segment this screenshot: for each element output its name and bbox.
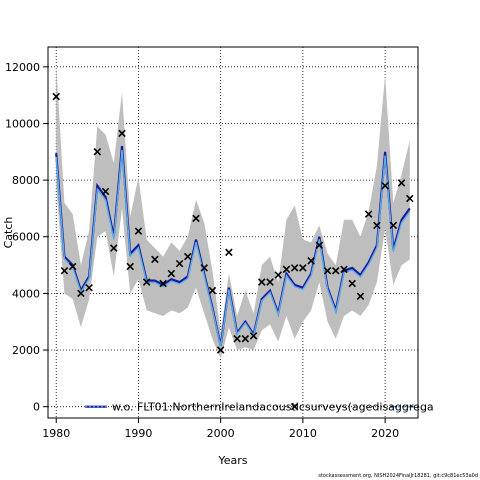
- observed-point: [200, 264, 208, 272]
- plot-frame: [47, 46, 419, 419]
- x-tick-label: 2010: [289, 427, 317, 440]
- y-tick-label: 4000: [12, 287, 40, 300]
- observed-point: [134, 227, 143, 235]
- observed-point: [167, 269, 176, 278]
- footer-credit: stockassessment.org, NISH2024FinalJr1828…: [318, 473, 478, 479]
- y-tick-label: 12000: [5, 61, 40, 74]
- observed-point: [282, 265, 291, 274]
- observed-point: [175, 259, 184, 268]
- observed-point: [118, 129, 126, 138]
- observed-point: [60, 266, 69, 275]
- observed-point: [397, 179, 406, 187]
- observed-point: [266, 278, 274, 286]
- estimate-lines: [55, 146, 411, 347]
- observed-point: [389, 221, 398, 230]
- observed-point: [364, 210, 373, 218]
- observed-point: [241, 334, 250, 343]
- observed-point: [77, 289, 85, 298]
- observed-point: [381, 182, 389, 190]
- observed-point: [52, 92, 60, 101]
- estimate-line-light: [55, 149, 411, 347]
- y-tick-label: 10000: [5, 117, 40, 130]
- observed-point: [142, 278, 151, 286]
- observed-point: [348, 279, 356, 288]
- y-axis-label: Catch: [2, 217, 15, 249]
- observed-point: [159, 279, 167, 288]
- observed-point: [299, 264, 307, 272]
- observed-points: [52, 92, 414, 354]
- observed-point: [323, 266, 332, 275]
- observed-point: [68, 262, 77, 271]
- y-tick-label: 8000: [12, 174, 40, 187]
- y-tick-label: 0: [33, 401, 40, 414]
- observed-point: [192, 214, 200, 223]
- x-axis: 1980 1990 2000 2010 2020: [42, 418, 399, 440]
- observed-point: [184, 252, 192, 261]
- y-axis: 0 2000 4000 6000 8000 10000 12000: [5, 61, 48, 414]
- x-tick-label: 1990: [124, 427, 152, 440]
- observed-point: [225, 248, 233, 257]
- observed-point: [101, 187, 110, 196]
- observed-point: [249, 332, 258, 340]
- observed-point: [373, 221, 381, 230]
- x-tick-label: 2000: [207, 427, 235, 440]
- observed-point: [126, 262, 134, 271]
- observed-point: [406, 194, 414, 203]
- observed-point: [110, 244, 118, 252]
- observed-point: [258, 278, 266, 286]
- observed-point: [274, 271, 282, 279]
- observed-point: [216, 346, 225, 354]
- observed-point: [315, 241, 324, 250]
- observed-point: [208, 286, 217, 295]
- observed-point: [233, 334, 241, 343]
- legend-marker: [290, 402, 299, 411]
- observed-point: [332, 266, 340, 275]
- x-tick-label: 2020: [371, 427, 399, 440]
- observed-point: [93, 148, 102, 156]
- x-tick-label: 1980: [42, 427, 70, 440]
- observed-point: [340, 265, 348, 274]
- y-tick-label: 2000: [12, 344, 40, 357]
- y-tick-label: 6000: [12, 231, 40, 244]
- x-axis-label: Years: [217, 454, 247, 467]
- legend-label: w.o. FLT01:NorthernIrelandacousticsurvey…: [112, 401, 434, 414]
- observed-point: [151, 255, 159, 264]
- legend: w.o. FLT01:NorthernIrelandacousticsurvey…: [85, 401, 434, 414]
- observed-point: [290, 264, 299, 272]
- observed-point: [356, 292, 365, 300]
- observed-point: [85, 283, 93, 292]
- observed-point: [307, 257, 315, 265]
